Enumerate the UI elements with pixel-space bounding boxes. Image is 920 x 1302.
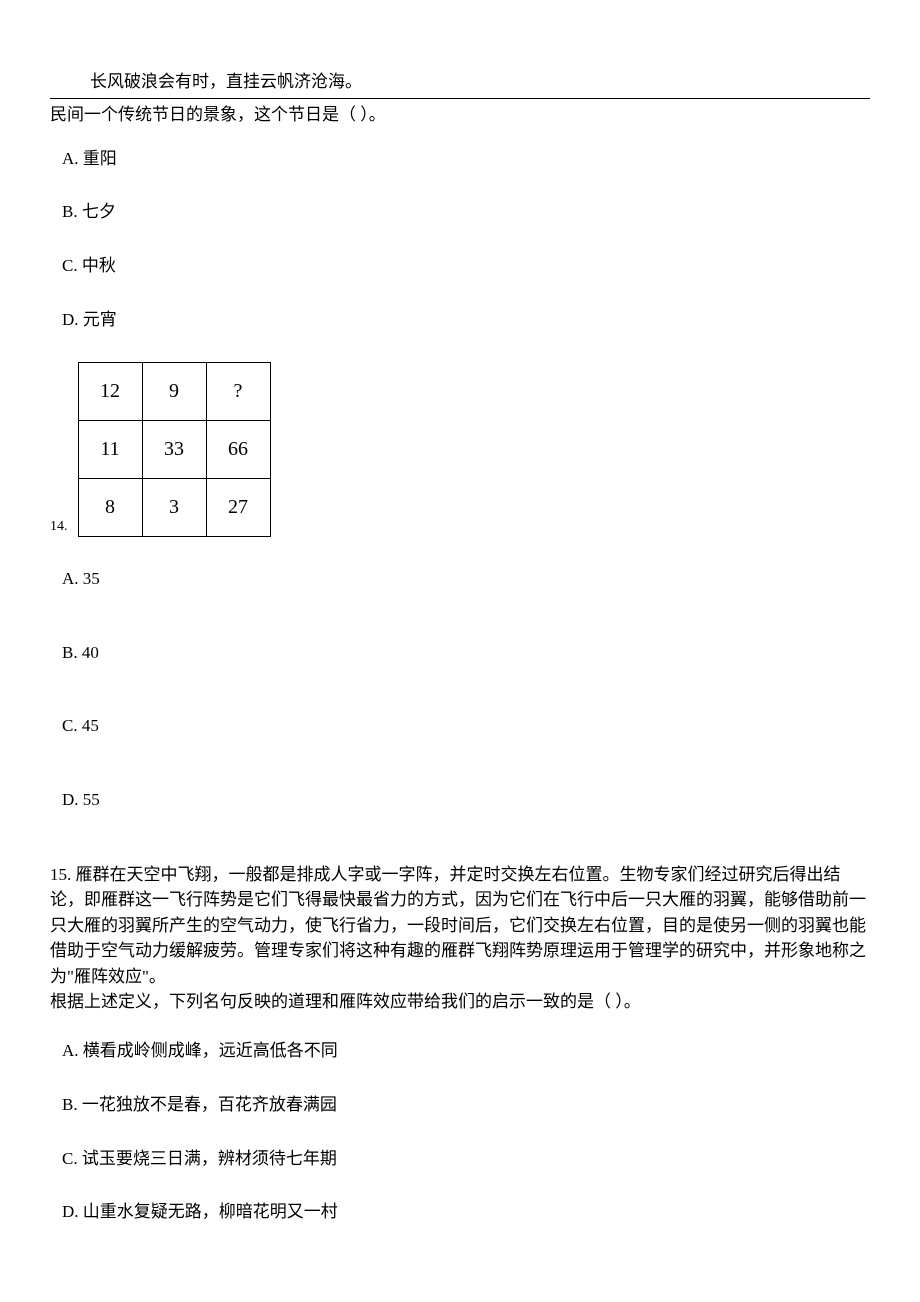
q14-option-a: A. 35	[50, 567, 870, 591]
q14-option-d: D. 55	[50, 788, 870, 812]
q14-figure-row: 14. 12 9 ? 11 33 66 8 3 27	[50, 362, 870, 537]
grid-cell: 66	[206, 420, 270, 478]
page-header-motto: 长风破浪会有时，直挂云帆济沧海。	[50, 70, 870, 94]
q15-block: 15. 雁群在天空中飞翔，一般都是排成人字或一字阵，并定时交换左右位置。生物专家…	[50, 862, 870, 1224]
header-divider	[50, 98, 870, 99]
grid-cell: 9	[142, 362, 206, 420]
table-row: 12 9 ?	[78, 362, 270, 420]
q15-option-c: C. 试玉要烧三日满，辨材须待七年期	[50, 1147, 870, 1171]
grid-cell: ?	[206, 362, 270, 420]
q13-option-a: A. 重阳	[50, 147, 870, 171]
grid-cell: 27	[206, 478, 270, 536]
grid-cell: 12	[78, 362, 142, 420]
grid-cell: 33	[142, 420, 206, 478]
q14-grid: 12 9 ? 11 33 66 8 3 27	[78, 362, 271, 537]
q15-option-b: B. 一花独放不是春，百花齐放春满园	[50, 1093, 870, 1117]
q14-options: A. 35 B. 40 C. 45 D. 55	[50, 567, 870, 812]
q13-option-c: C. 中秋	[50, 254, 870, 278]
q13-option-d: D. 元宵	[50, 308, 870, 332]
q15-option-d: D. 山重水复疑无路，柳暗花明又一村	[50, 1200, 870, 1224]
q14-option-b: B. 40	[50, 641, 870, 665]
grid-cell: 3	[142, 478, 206, 536]
q15-options: A. 横看成岭侧成峰，远近高低各不同 B. 一花独放不是春，百花齐放春满园 C.…	[50, 1039, 870, 1224]
grid-cell: 11	[78, 420, 142, 478]
q13-stem: 民间一个传统节日的景象，这个节日是（ ）。	[50, 103, 870, 127]
q15-stem: 15. 雁群在天空中飞翔，一般都是排成人字或一字阵，并定时交换左右位置。生物专家…	[50, 862, 870, 1015]
q14-option-c: C. 45	[50, 714, 870, 738]
table-row: 8 3 27	[78, 478, 270, 536]
q15-stem-body: 15. 雁群在天空中飞翔，一般都是排成人字或一字阵，并定时交换左右位置。生物专家…	[50, 865, 866, 986]
q13-option-b: B. 七夕	[50, 200, 870, 224]
q15-prompt: 根据上述定义，下列名句反映的道理和雁阵效应带给我们的启示一致的是（ ）。	[50, 992, 641, 1011]
table-row: 11 33 66	[78, 420, 270, 478]
grid-cell: 8	[78, 478, 142, 536]
q15-option-a: A. 横看成岭侧成峰，远近高低各不同	[50, 1039, 870, 1063]
q14-number: 14.	[50, 517, 68, 537]
